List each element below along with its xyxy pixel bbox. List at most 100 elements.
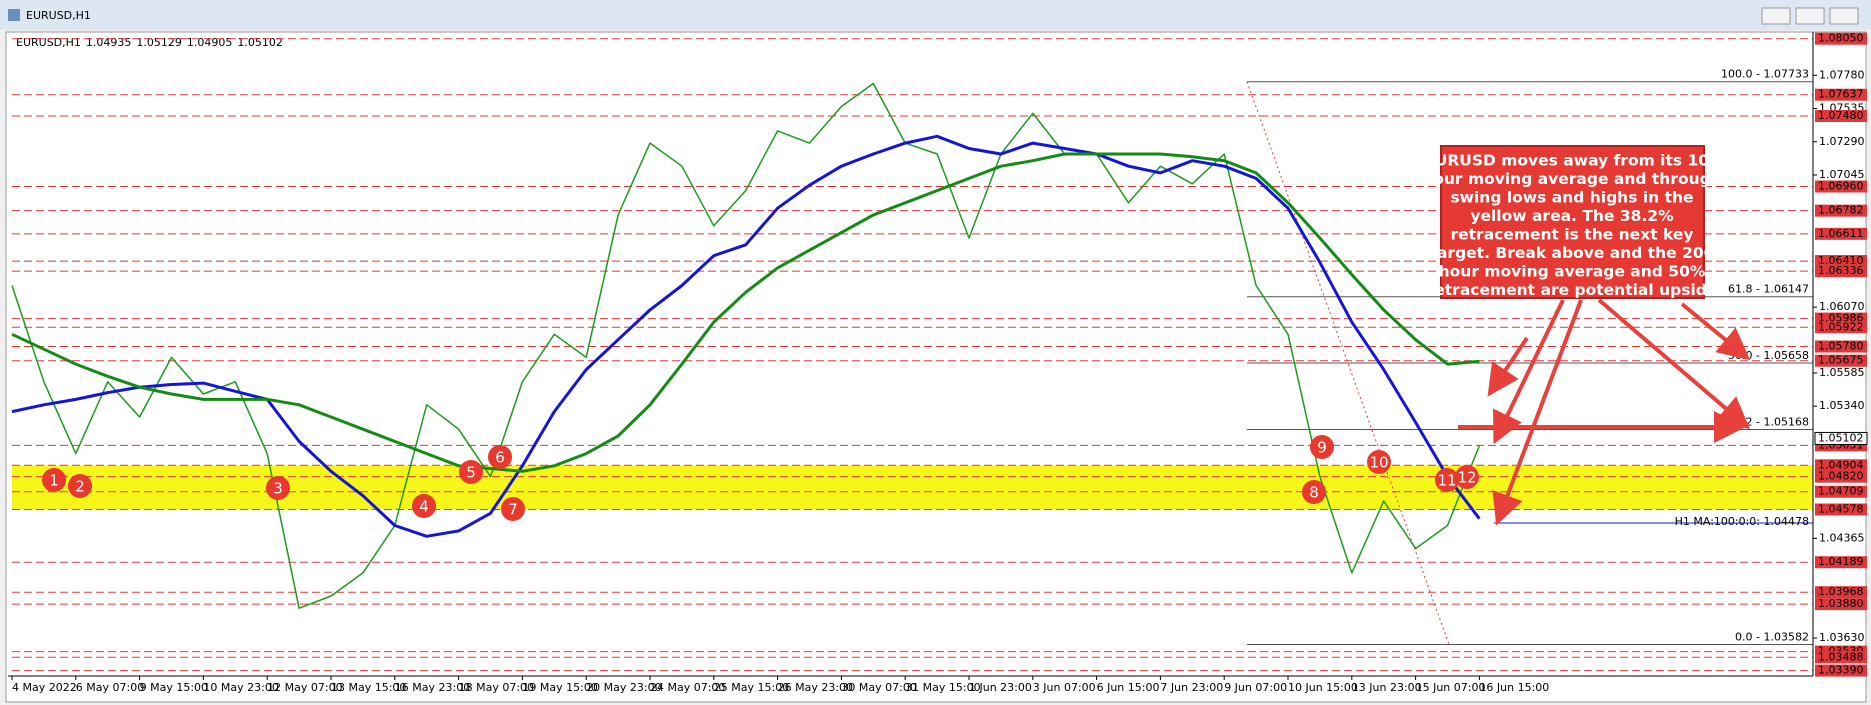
level-tag — [1815, 340, 1867, 353]
marker-circle — [1455, 465, 1479, 489]
level-label: 1.05780 — [1818, 340, 1864, 353]
level-label: 1.07637 — [1818, 88, 1864, 101]
marker-label: 7 — [508, 501, 518, 519]
marker-label: 3 — [273, 480, 283, 498]
chart-area — [5, 31, 1867, 703]
x-tick-label: 31 May 15:00 — [905, 681, 980, 694]
level-label: 1.03488 — [1818, 650, 1864, 663]
level-label: 1.05675 — [1818, 354, 1864, 367]
annotation-line: hour moving average and 50% — [1439, 263, 1706, 281]
x-tick-label: 7 Jun 23:00 — [1160, 681, 1223, 694]
annotation-background — [1440, 145, 1705, 299]
title-bar — [0, 0, 1871, 30]
annotation-line: swing lows and highs in the — [1450, 189, 1693, 207]
arrow — [1492, 299, 1583, 526]
level-tag — [1815, 586, 1867, 599]
y-tick-label: 1.07045 — [1819, 168, 1865, 181]
y-tick-label: 1.03630 — [1819, 631, 1865, 644]
annotation-line: hour moving average and through — [1422, 170, 1722, 188]
x-tick-label: 26 May 23:00 — [778, 681, 853, 694]
level-label: 1.03880 — [1818, 597, 1864, 610]
level-label: 1.04904 — [1818, 458, 1864, 471]
marker-circle — [1310, 435, 1334, 459]
level-label: 1.05922 — [1818, 320, 1864, 333]
marker-label: 4 — [419, 498, 429, 516]
level-tag — [1815, 459, 1867, 472]
x-tick-label: 25 May 15:00 — [714, 681, 789, 694]
level-tag — [1815, 180, 1867, 193]
minimize-button[interactable] — [1761, 7, 1791, 25]
x-tick-label: 24 May 07:00 — [650, 681, 725, 694]
marker-circle — [488, 445, 512, 469]
x-tick-label: 4 May 2022 — [12, 681, 77, 694]
marker-label: 5 — [466, 464, 476, 482]
level-tag — [1815, 664, 1867, 677]
x-tick-label: 10 May 23:00 — [203, 681, 278, 694]
marker-circle — [42, 468, 66, 492]
x-tick-label: 18 May 07:00 — [459, 681, 534, 694]
level-label: 1.06410 — [1818, 254, 1864, 267]
y-tick-label: 1.05585 — [1819, 366, 1865, 379]
x-tick-label: 3 Jun 07:00 — [1033, 681, 1096, 694]
marker-label: 9 — [1317, 439, 1327, 457]
maximize-button[interactable] — [1795, 7, 1825, 25]
marker-circle — [1367, 450, 1391, 474]
level-tag — [1815, 32, 1867, 45]
window-icon — [8, 9, 20, 21]
x-tick-label: 6 May 07:00 — [76, 681, 144, 694]
marker-label: 11 — [1437, 472, 1456, 490]
x-tick-label: 9 May 15:00 — [140, 681, 208, 694]
annotation-line: target. Break above and the 200 — [1430, 244, 1715, 262]
window-buttons[interactable] — [1761, 7, 1859, 25]
ohlc-value: 1.04905 — [187, 36, 233, 49]
ohlc-value: 1.04935 — [86, 36, 132, 49]
x-tick-label: 16 May 23:00 — [395, 681, 470, 694]
arrow — [1597, 298, 1751, 430]
level-tag — [1815, 204, 1867, 217]
x-tick-label: 16 Jun 15:00 — [1479, 681, 1549, 694]
window-title: EURUSD,H1 — [26, 9, 91, 22]
y-tick-label: 1.07290 — [1819, 135, 1865, 148]
annotation-line: retracement is the next key — [1450, 226, 1693, 244]
level-label: 1.07480 — [1818, 109, 1864, 122]
annotation-line: EURUSD moves away from its 100 — [1424, 152, 1720, 170]
arrow — [1680, 302, 1751, 361]
marker-circle — [412, 494, 436, 518]
marker-label: 2 — [75, 478, 85, 496]
level-tag — [1815, 556, 1867, 569]
last-price-tag — [1814, 431, 1868, 445]
level-label: 1.06336 — [1818, 264, 1864, 277]
level-tag — [1815, 651, 1867, 664]
x-tick-label: 13 Jun 23:00 — [1352, 681, 1422, 694]
level-label: 1.04578 — [1818, 502, 1864, 515]
arrow — [1493, 299, 1565, 445]
symbol: EURUSD,H1 — [16, 36, 81, 49]
level-label: 1.04820 — [1818, 470, 1864, 483]
level-label: 1.03968 — [1818, 585, 1864, 598]
level-label: 1.06611 — [1818, 227, 1864, 240]
x-tick-label: 15 Jun 07:00 — [1416, 681, 1486, 694]
annotation-line: retracement are potential upside — [1427, 281, 1718, 299]
level-tag — [1815, 265, 1867, 278]
level-label: 1.03390 — [1818, 664, 1864, 677]
marker-label: 10 — [1369, 454, 1388, 472]
y-tick-label: 1.04365 — [1819, 531, 1865, 544]
marker-circle — [266, 476, 290, 500]
y-tick-label: 1.07780 — [1819, 68, 1865, 81]
marker-label: 6 — [495, 449, 505, 467]
level-tag — [1815, 354, 1867, 367]
chart-header: EURUSD,H1 1.04935 1.05129 1.04905 1.05102 — [16, 36, 283, 49]
plot: EURUSD,H1 1.04935 1.05129 1.04905 1.05102100… — [8, 32, 1868, 694]
level-tag — [1815, 88, 1867, 101]
level-label: 1.06782 — [1818, 204, 1864, 217]
level-tag — [1815, 503, 1867, 516]
close-button[interactable] — [1829, 7, 1859, 25]
ma-label: H1 MA:100:0:0: 1.04478 — [1675, 515, 1809, 528]
marker-label: 1 — [49, 472, 59, 490]
ohlc-value: 1.05129 — [136, 36, 182, 49]
annotation-line: yellow area. The 38.2% — [1470, 207, 1674, 225]
